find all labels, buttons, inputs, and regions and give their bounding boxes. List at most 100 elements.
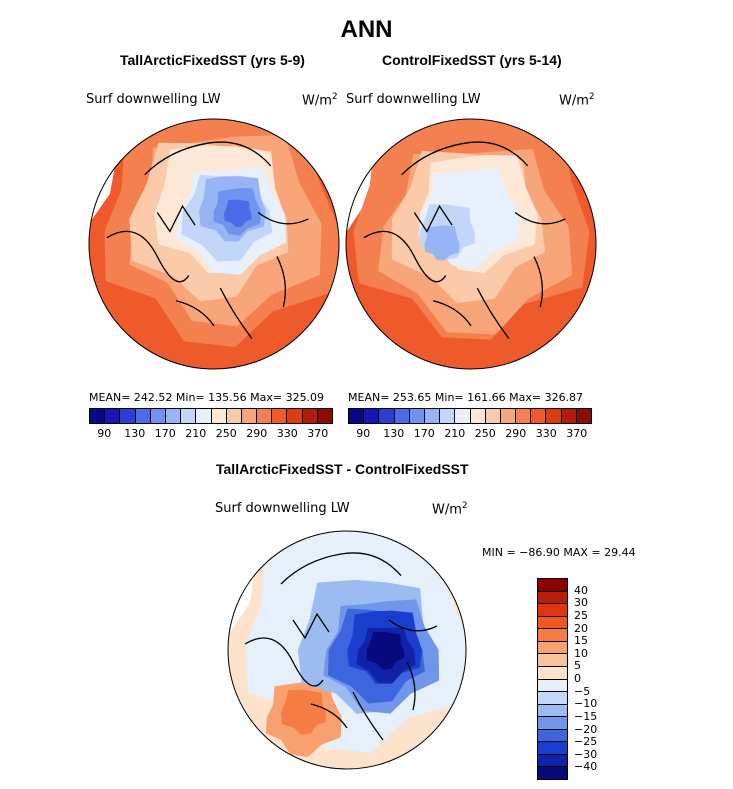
map-diff-coastline-4 [310, 703, 348, 729]
colorbar-swatch [538, 591, 567, 605]
colorbar-swatch [538, 679, 567, 693]
map-diff-contour-3 [281, 689, 326, 735]
map-2-coastline-5 [533, 256, 544, 308]
map-1-coastline-2 [156, 204, 196, 233]
colorbar-tick-label: 30 [574, 596, 588, 610]
colorbar-tick-label: 130 [383, 427, 405, 440]
colorbar-tick-label: 370 [566, 427, 588, 440]
colorbar-tick-label: −20 [574, 722, 598, 736]
colorbar-swatch [561, 409, 577, 423]
map-1-coastline-3 [219, 287, 253, 339]
colorbar-swatch [272, 409, 288, 423]
colorbar-swatch [257, 409, 273, 423]
colorbar-tick-label: 170 [154, 427, 176, 440]
colorbar-tick-label: 90 [97, 427, 112, 440]
colorbar-diff [537, 578, 568, 780]
map-diff-contour-9 [366, 631, 405, 670]
map-1-coastline-1 [106, 230, 190, 283]
colorbar-swatch [349, 409, 365, 423]
colorbar-swatch [470, 409, 486, 423]
colorbar-swatch [538, 729, 567, 743]
colorbar-swatch [538, 742, 567, 755]
colorbar-tick-label: 370 [307, 427, 329, 440]
colorbar-tick-label: 0 [574, 672, 581, 685]
map-2-outline [345, 118, 597, 370]
colorbar-swatch [538, 754, 567, 768]
panel-2-stats: MEAN= 253.65 Min= 161.66 Max= 326.87 [348, 391, 584, 404]
colorbar-swatch [538, 767, 567, 779]
colorbar-tick-label: −10 [574, 697, 598, 711]
colorbar-swatch [364, 409, 380, 423]
colorbar-swatch [409, 409, 425, 423]
colorbar-swatch [302, 409, 318, 423]
panel-diff-title: TallArcticFixedSST - ControlFixedSST [216, 461, 469, 477]
colorbar-swatch [538, 579, 567, 592]
colorbar-swatch [455, 409, 471, 423]
colorbar-tick-label: 330 [535, 427, 557, 440]
colorbar-swatch [241, 409, 258, 423]
colorbar-tick-label: 250 [215, 427, 237, 440]
colorbar-tick-label: −40 [574, 760, 598, 774]
panel-2-units: W/m2 [559, 92, 595, 109]
panel-diff-variable: Surf downwelling LW [215, 501, 350, 516]
map-panel-2 [345, 118, 597, 370]
colorbar-swatch [538, 616, 567, 630]
colorbar-swatch [531, 409, 547, 423]
map-diff-coastline-6 [388, 619, 438, 632]
map-1-coastline-4 [176, 300, 215, 327]
colorbar-swatch [538, 654, 567, 667]
panel-1-stats: MEAN= 242.52 Min= 135.56 Max= 325.09 [89, 391, 325, 404]
colorbar-tick-label: 40 [574, 583, 588, 597]
colorbar-swatch [135, 409, 151, 423]
map-1-coastline-0 [144, 141, 272, 176]
colorbar-tick-label: 250 [474, 427, 496, 440]
colorbar-swatch [485, 409, 501, 423]
colorbar-swatch [440, 409, 456, 423]
colorbar-tick-label: 330 [276, 427, 298, 440]
map-diff-coastline-2 [292, 612, 330, 640]
colorbar-swatch [120, 409, 136, 423]
colorbar-tick-label: −25 [574, 735, 598, 749]
page-title: ANN [340, 16, 393, 43]
colorbar-swatch [576, 409, 591, 423]
panel-1-title: TallArcticFixedSST (yrs 5-9) [120, 52, 305, 68]
map-2-coastline-6 [514, 211, 566, 225]
map-1-coastline-6 [257, 211, 309, 225]
panel-1-units: W/m2 [302, 92, 338, 109]
colorbar-swatch [287, 409, 303, 423]
panel-diff-units: W/m2 [432, 501, 468, 518]
colorbar-swatch [500, 409, 517, 423]
colorbar-swatch [538, 704, 567, 718]
colorbar-tick-label: 210 [185, 427, 207, 440]
map-2-coastline-0 [401, 141, 529, 176]
colorbar-swatch [90, 409, 106, 423]
panel-1-variable: Surf downwelling LW [86, 92, 221, 107]
colorbar-tick-label: 290 [505, 427, 527, 440]
colorbar-tick-label: 20 [574, 621, 588, 635]
colorbar-tick-label: 290 [246, 427, 268, 440]
colorbar-tick-label: 25 [574, 608, 588, 622]
colorbar-tick-label: 5 [574, 659, 581, 673]
map-1-coastline-5 [276, 256, 287, 308]
map-1-outline [88, 118, 340, 370]
map-diff-coastline-0 [280, 552, 402, 585]
colorbar-panel-1 [89, 408, 333, 424]
colorbar-swatch [196, 409, 212, 423]
colorbar-swatch [379, 409, 395, 423]
map-panel-1 [88, 118, 340, 370]
colorbar-tick-label: 210 [444, 427, 466, 440]
panel-2-title: ControlFixedSST (yrs 5-14) [382, 52, 562, 68]
map-diff-coastline-3 [352, 691, 384, 741]
colorbar-swatch [105, 409, 121, 423]
map-diff-outline [227, 530, 467, 770]
map-2-contour-7 [424, 225, 460, 261]
colorbar-swatch [424, 409, 441, 423]
colorbar-swatch [150, 409, 166, 423]
panel-2-variable: Surf downwelling LW [346, 92, 481, 107]
map-1-contour-9 [224, 199, 252, 228]
colorbar-tick-label: −5 [574, 684, 591, 698]
colorbar-swatch [165, 409, 182, 423]
colorbar-swatch [538, 666, 567, 680]
map-2-coastline-3 [476, 287, 510, 339]
map-2-coastline-4 [433, 300, 472, 327]
